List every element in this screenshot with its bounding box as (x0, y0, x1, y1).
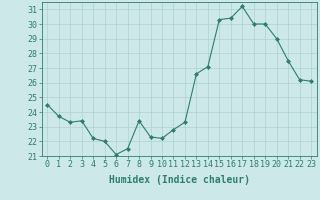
X-axis label: Humidex (Indice chaleur): Humidex (Indice chaleur) (109, 175, 250, 185)
